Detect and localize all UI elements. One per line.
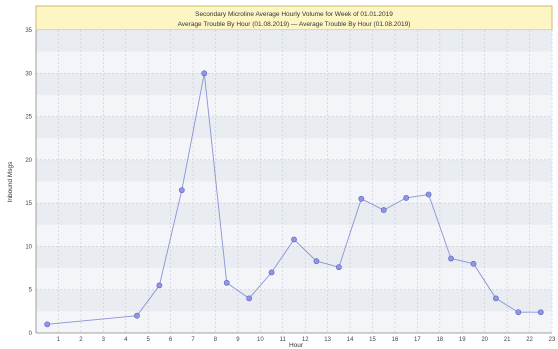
x-axis-label: Hour: [289, 342, 304, 349]
y-axis-label: Inbound Msgs: [7, 161, 14, 203]
data-point: [335, 264, 342, 271]
x-tick-label: 22: [526, 337, 533, 343]
data-point: [380, 207, 387, 213]
data-point: [537, 309, 544, 316]
x-tick-label: 21: [504, 337, 511, 343]
grid-band: [36, 73, 552, 95]
y-tick-label: 0: [29, 331, 33, 337]
x-tick-label: 12: [302, 337, 309, 343]
x-tick-label: 1: [57, 337, 61, 343]
x-tick-label: 7: [191, 337, 195, 343]
x-tick-label: 9: [236, 337, 240, 343]
tick-labels: 1 2 3 4 5 6 7 8 9 10 11 12 13 14 15 16 17 18 19 20 21 22 23051…: [25, 28, 556, 343]
x-tick-label: 19: [459, 337, 466, 343]
grid-band: [36, 116, 552, 139]
grid-band: [36, 289, 552, 312]
y-tick-label: 25: [25, 115, 32, 121]
series-group: [44, 70, 544, 328]
data-point: [201, 70, 208, 77]
data-point: [515, 309, 522, 316]
x-tick-label: 5: [147, 337, 151, 343]
x-tick-label: 16: [392, 337, 399, 343]
x-tick-label: 20: [481, 337, 488, 343]
chart-title-box: Secondary Microline Average Hourly Volum…: [35, 5, 553, 31]
x-tick-label: 8: [214, 337, 218, 343]
x-tick-label: 23: [549, 337, 556, 343]
data-point: [246, 295, 253, 302]
data-point: [425, 191, 432, 198]
x-tick-label: 18: [436, 337, 443, 343]
x-tick-label: 11: [280, 337, 287, 343]
y-tick-label: 30: [25, 71, 32, 77]
data-point: [44, 321, 51, 328]
plot-background: [36, 30, 552, 333]
x-tick-label: 14: [347, 337, 354, 343]
grid-band: [36, 203, 552, 225]
data-point: [313, 258, 320, 265]
data-point: [470, 260, 477, 267]
data-point: [134, 312, 140, 319]
x-tick-label: 3: [102, 337, 106, 343]
x-tick-label: 13: [324, 337, 331, 343]
data-point: [291, 236, 297, 243]
data-point: [358, 195, 365, 202]
x-tick-label: 4: [124, 337, 128, 343]
y-tick-label: 35: [25, 28, 32, 34]
grid-band: [36, 30, 552, 52]
series-line: [47, 73, 541, 325]
data-point: [268, 269, 275, 276]
chart-subtitle: Average Trouble By Hour (01.08.2019) — A…: [178, 21, 411, 28]
x-tick-label: 10: [257, 337, 264, 343]
y-tick-label: 5: [29, 288, 33, 294]
y-tick-label: 15: [25, 201, 32, 207]
x-tick-label: 2: [79, 337, 83, 343]
data-point: [403, 195, 410, 201]
y-tick-label: 10: [25, 244, 32, 250]
x-tick-label: 17: [414, 337, 421, 343]
data-point: [448, 255, 454, 262]
data-point: [223, 279, 230, 286]
grid-band: [36, 159, 552, 182]
data-point: [156, 282, 163, 289]
chart-title: Secondary Microline Average Hourly Volum…: [195, 11, 393, 18]
axes: [35, 30, 552, 334]
x-tick-label: 6: [169, 337, 173, 343]
x-tick-label: 15: [369, 337, 376, 343]
y-tick-label: 20: [25, 158, 32, 164]
data-point: [493, 295, 499, 302]
data-point: [178, 187, 185, 194]
